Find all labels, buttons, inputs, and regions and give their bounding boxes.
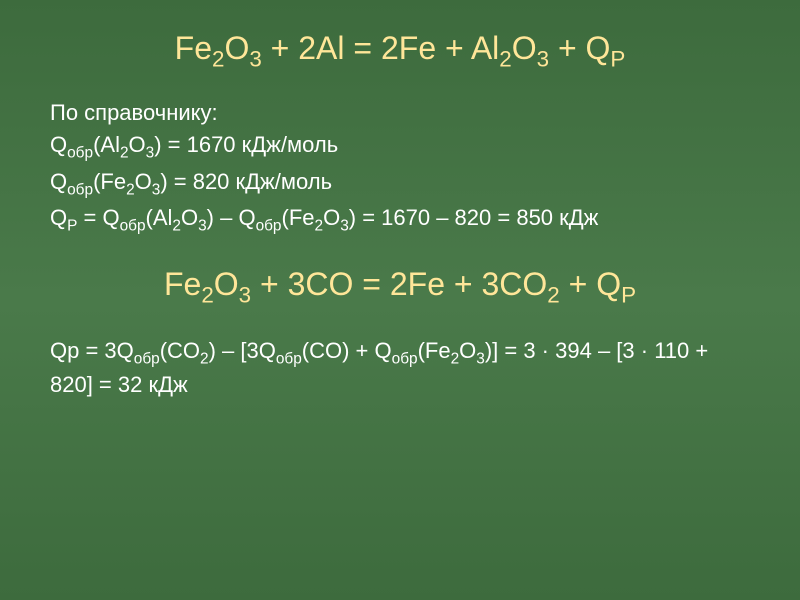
q-al2o3-line: Qобр(Al2O3) = 1670 кДж/моль [50,132,750,162]
result-1: QР = Qобр(Al2O3) – Qобр(Fe2O3) = 1670 – … [50,205,750,235]
equation-2: Fe2O3 + 3CO = 2Fe + 3CO2 + QР [50,266,750,308]
calc-block-1: По справочнику: Qобр(Al2O3) = 1670 кДж/м… [50,100,750,235]
reference-label: По справочнику: [50,100,750,126]
equation-1: Fe2O3 + 2Al = 2Fe + Al2O3 + QР [50,30,750,72]
result-2: Qр = 3Qобр(CO2) – [3Qобр(CO) + Qобр(Fe2O… [50,336,750,401]
q-fe2o3-line: Qобр(Fe2O3) = 820 кДж/моль [50,169,750,199]
calc-block-2: Qр = 3Qобр(CO2) – [3Qобр(CO) + Qобр(Fe2O… [50,336,750,401]
